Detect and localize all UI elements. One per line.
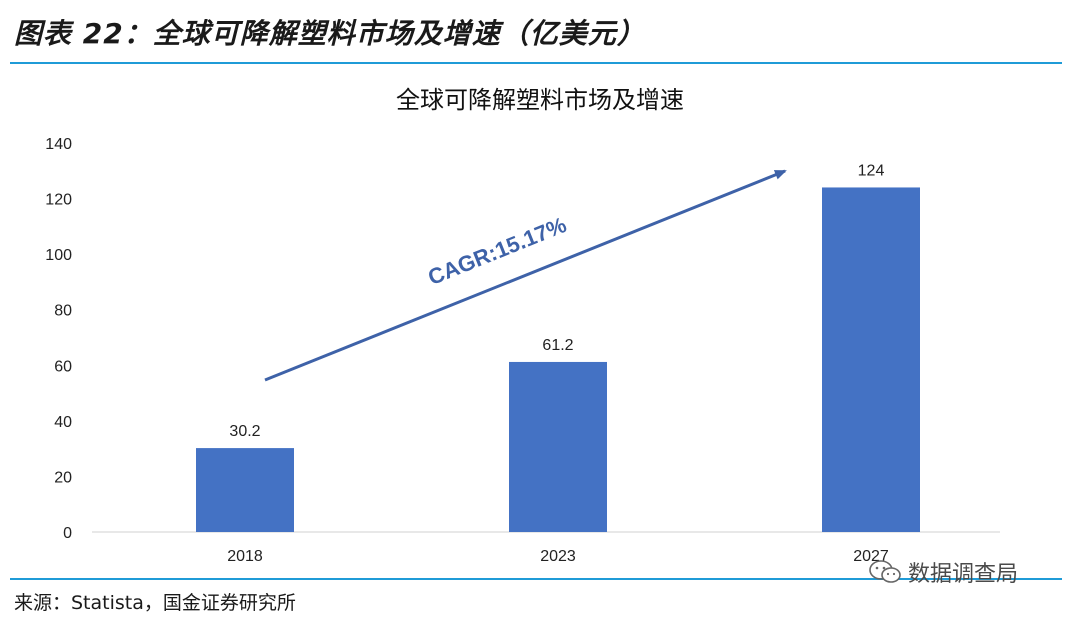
y-tick-label: 120 (45, 192, 72, 209)
bar-2023 (509, 361, 607, 532)
data-label-2027: 124 (858, 162, 885, 179)
y-tick-label: 80 (54, 303, 72, 320)
source-note: 来源：Statista，国金证券研究所 (14, 592, 296, 614)
wechat-icon (869, 560, 901, 583)
y-tick-label: 20 (54, 469, 72, 486)
y-axis: 0 20 40 60 80 100 120 140 (45, 136, 72, 542)
top-rule (10, 62, 1062, 64)
watermark: 数据调查局 (868, 556, 1018, 588)
x-tick-label: 2018 (227, 548, 263, 565)
y-tick-label: 140 (45, 136, 72, 153)
y-tick-label: 100 (45, 247, 72, 264)
cagr-annotation: CAGR:15.17% (424, 212, 569, 290)
cagr-arrow (264, 169, 787, 382)
bars: 30.2 61.2 124 (196, 162, 920, 532)
y-tick-label: 40 (54, 414, 72, 431)
chart-title: 全球可降解塑料市场及增速 (396, 86, 684, 114)
bar-2027 (822, 187, 920, 532)
x-tick-label: 2023 (540, 548, 576, 565)
figure-title: 图表 22：全球可降解塑料市场及增速（亿美元） (14, 17, 646, 50)
bottom-rule (10, 578, 1062, 580)
x-axis: 2018 2023 2027 (227, 548, 889, 565)
y-tick-label: 60 (54, 358, 72, 375)
data-label-2023: 61.2 (542, 337, 573, 354)
data-label-2018: 30.2 (229, 423, 260, 440)
y-tick-label: 0 (63, 525, 72, 542)
watermark-text: 数据调查局 (908, 562, 1019, 587)
bar-2018 (196, 448, 294, 532)
